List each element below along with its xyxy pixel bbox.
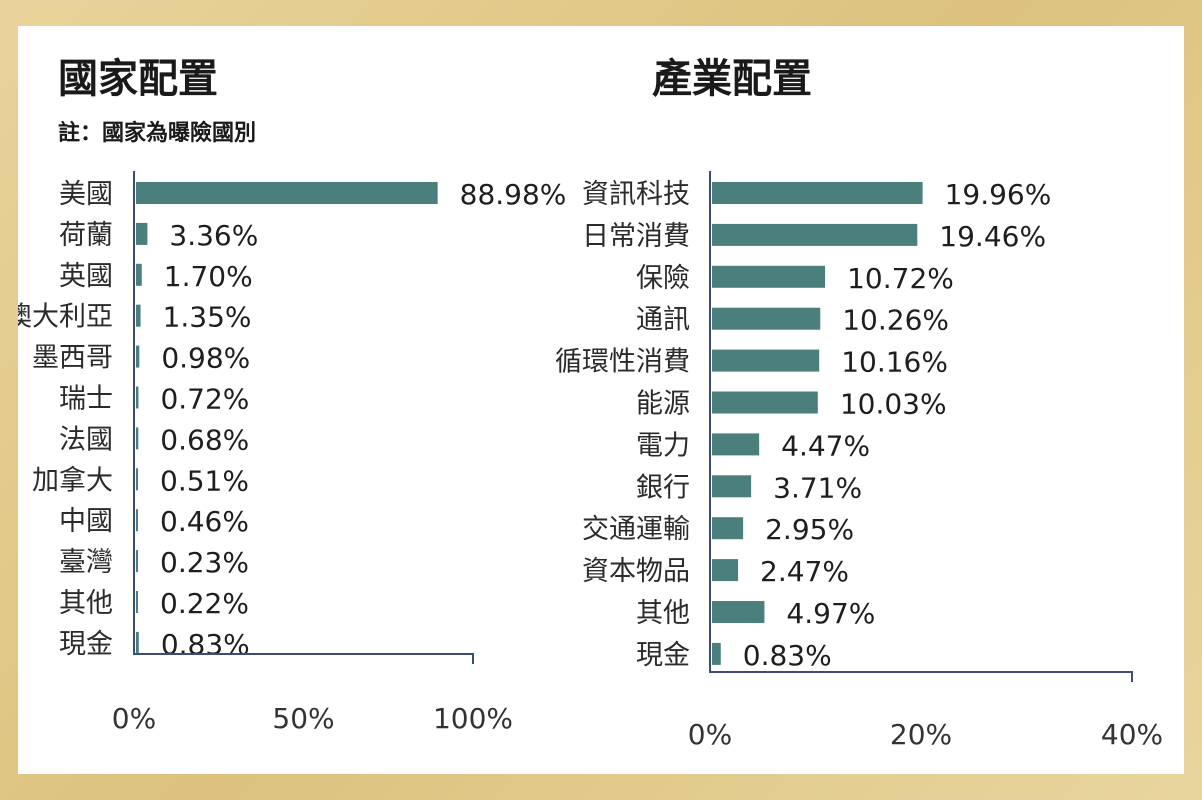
value-label: 10.16% <box>841 346 948 379</box>
chart-title: 國家配置 <box>58 56 218 102</box>
bar <box>712 223 918 246</box>
tick-label: 0% <box>112 702 156 735</box>
value-label: 19.96% <box>945 178 1052 211</box>
value-label: 0.83% <box>161 628 250 661</box>
bar <box>712 475 752 498</box>
bar <box>712 307 821 330</box>
value-label: 1.35% <box>163 301 252 334</box>
category-label: 資訊科技 <box>582 179 690 210</box>
tick-label: 100% <box>433 702 513 735</box>
value-label: 2.47% <box>760 555 849 588</box>
bar <box>136 468 138 491</box>
value-label: 0.51% <box>160 464 249 497</box>
bar <box>136 427 139 450</box>
category-label: 現金 <box>636 640 690 671</box>
value-label: 1.70% <box>164 260 253 293</box>
category-label: 中國 <box>59 506 113 537</box>
country-allocation-chart: 國家配置 註：國家為曝險國別 美國 88.98% 荷蘭 3.36% 英國 1.70% 澳大利… <box>18 56 566 735</box>
chart-title: 產業配置 <box>652 56 812 102</box>
value-label: 0.22% <box>160 587 249 620</box>
category-label: 能源 <box>636 389 690 420</box>
bar <box>136 550 138 573</box>
chart-marks: 資訊科技 19.96% 日常消費 19.46% 保險 10.72% 通訊 10.26% 循環性消… <box>555 171 1163 751</box>
bar <box>136 631 139 654</box>
chart-note: 註：國家為曝險國別 <box>58 120 256 146</box>
bar <box>712 182 923 204</box>
category-label: 法國 <box>59 424 113 455</box>
value-label: 10.03% <box>840 388 947 421</box>
value-label: 0.68% <box>160 423 249 456</box>
value-label: 0.23% <box>160 546 249 579</box>
category-label: 澳大利亞 <box>18 302 113 333</box>
value-label: 0.98% <box>161 342 250 375</box>
category-label: 銀行 <box>636 472 690 503</box>
bar <box>136 182 438 204</box>
category-label: 現金 <box>59 629 113 660</box>
category-label: 英國 <box>59 261 113 292</box>
tick-label: 50% <box>272 702 334 735</box>
value-label: 0.46% <box>160 505 249 538</box>
value-label: 19.46% <box>939 220 1046 253</box>
bar <box>712 601 765 623</box>
industry-allocation-chart: 產業配置 資訊科技 19.96% 日常消費 19.46% 保險 10.72% 通訊 10.26… <box>555 56 1163 751</box>
value-label: 3.36% <box>169 219 258 252</box>
chart-panel: 國家配置 註：國家為曝險國別 美國 88.98% 荷蘭 3.36% 英國 1.70% 澳大利… <box>18 26 1184 774</box>
category-label: 其他 <box>59 588 113 619</box>
bar <box>136 263 142 286</box>
category-label: 加拿大 <box>32 465 113 496</box>
value-label: 10.26% <box>842 304 949 337</box>
category-label: 電力 <box>636 430 690 461</box>
bar <box>712 433 760 456</box>
bar <box>712 517 744 540</box>
category-label: 美國 <box>59 179 113 210</box>
category-label: 通訊 <box>636 305 690 336</box>
bar <box>136 304 141 327</box>
bar <box>712 349 820 372</box>
category-label: 資本物品 <box>582 556 690 587</box>
chart-marks: 美國 88.98% 荷蘭 3.36% 英國 1.70% 澳大利亞 1.35% 墨西哥 0.98% 瑞… <box>18 171 566 735</box>
category-label: 日常消費 <box>582 221 690 252</box>
value-label: 3.71% <box>773 471 862 504</box>
value-label: 0.83% <box>743 639 832 672</box>
value-label: 10.72% <box>847 262 954 295</box>
bar <box>136 509 138 532</box>
value-label: 4.47% <box>781 429 870 462</box>
value-label: 4.97% <box>786 597 875 630</box>
bar <box>712 391 818 414</box>
bar <box>136 591 138 613</box>
tick-label: 20% <box>890 718 952 751</box>
category-label: 瑞士 <box>59 384 113 415</box>
charts-svg: 國家配置 註：國家為曝險國別 美國 88.98% 荷蘭 3.36% 英國 1.70% 澳大利… <box>18 56 1163 751</box>
bar <box>712 265 826 288</box>
value-label: 88.98% <box>460 178 567 211</box>
value-label: 2.95% <box>765 513 854 546</box>
category-label: 交通運輸 <box>582 514 690 545</box>
tick-label: 40% <box>1101 718 1163 751</box>
bar <box>136 345 140 368</box>
category-label: 荷蘭 <box>59 220 113 251</box>
category-label: 臺灣 <box>59 547 113 578</box>
axis-line <box>133 171 474 664</box>
bar <box>712 642 721 665</box>
bar <box>136 222 148 245</box>
tick-label: 0% <box>688 718 732 751</box>
category-label: 保險 <box>636 263 690 294</box>
value-label: 0.72% <box>160 383 249 416</box>
bar <box>136 386 139 409</box>
category-label: 墨西哥 <box>32 343 113 374</box>
category-label: 循環性消費 <box>555 347 690 378</box>
bar <box>712 559 739 582</box>
category-label: 其他 <box>636 598 690 629</box>
axis-line <box>709 171 1133 682</box>
